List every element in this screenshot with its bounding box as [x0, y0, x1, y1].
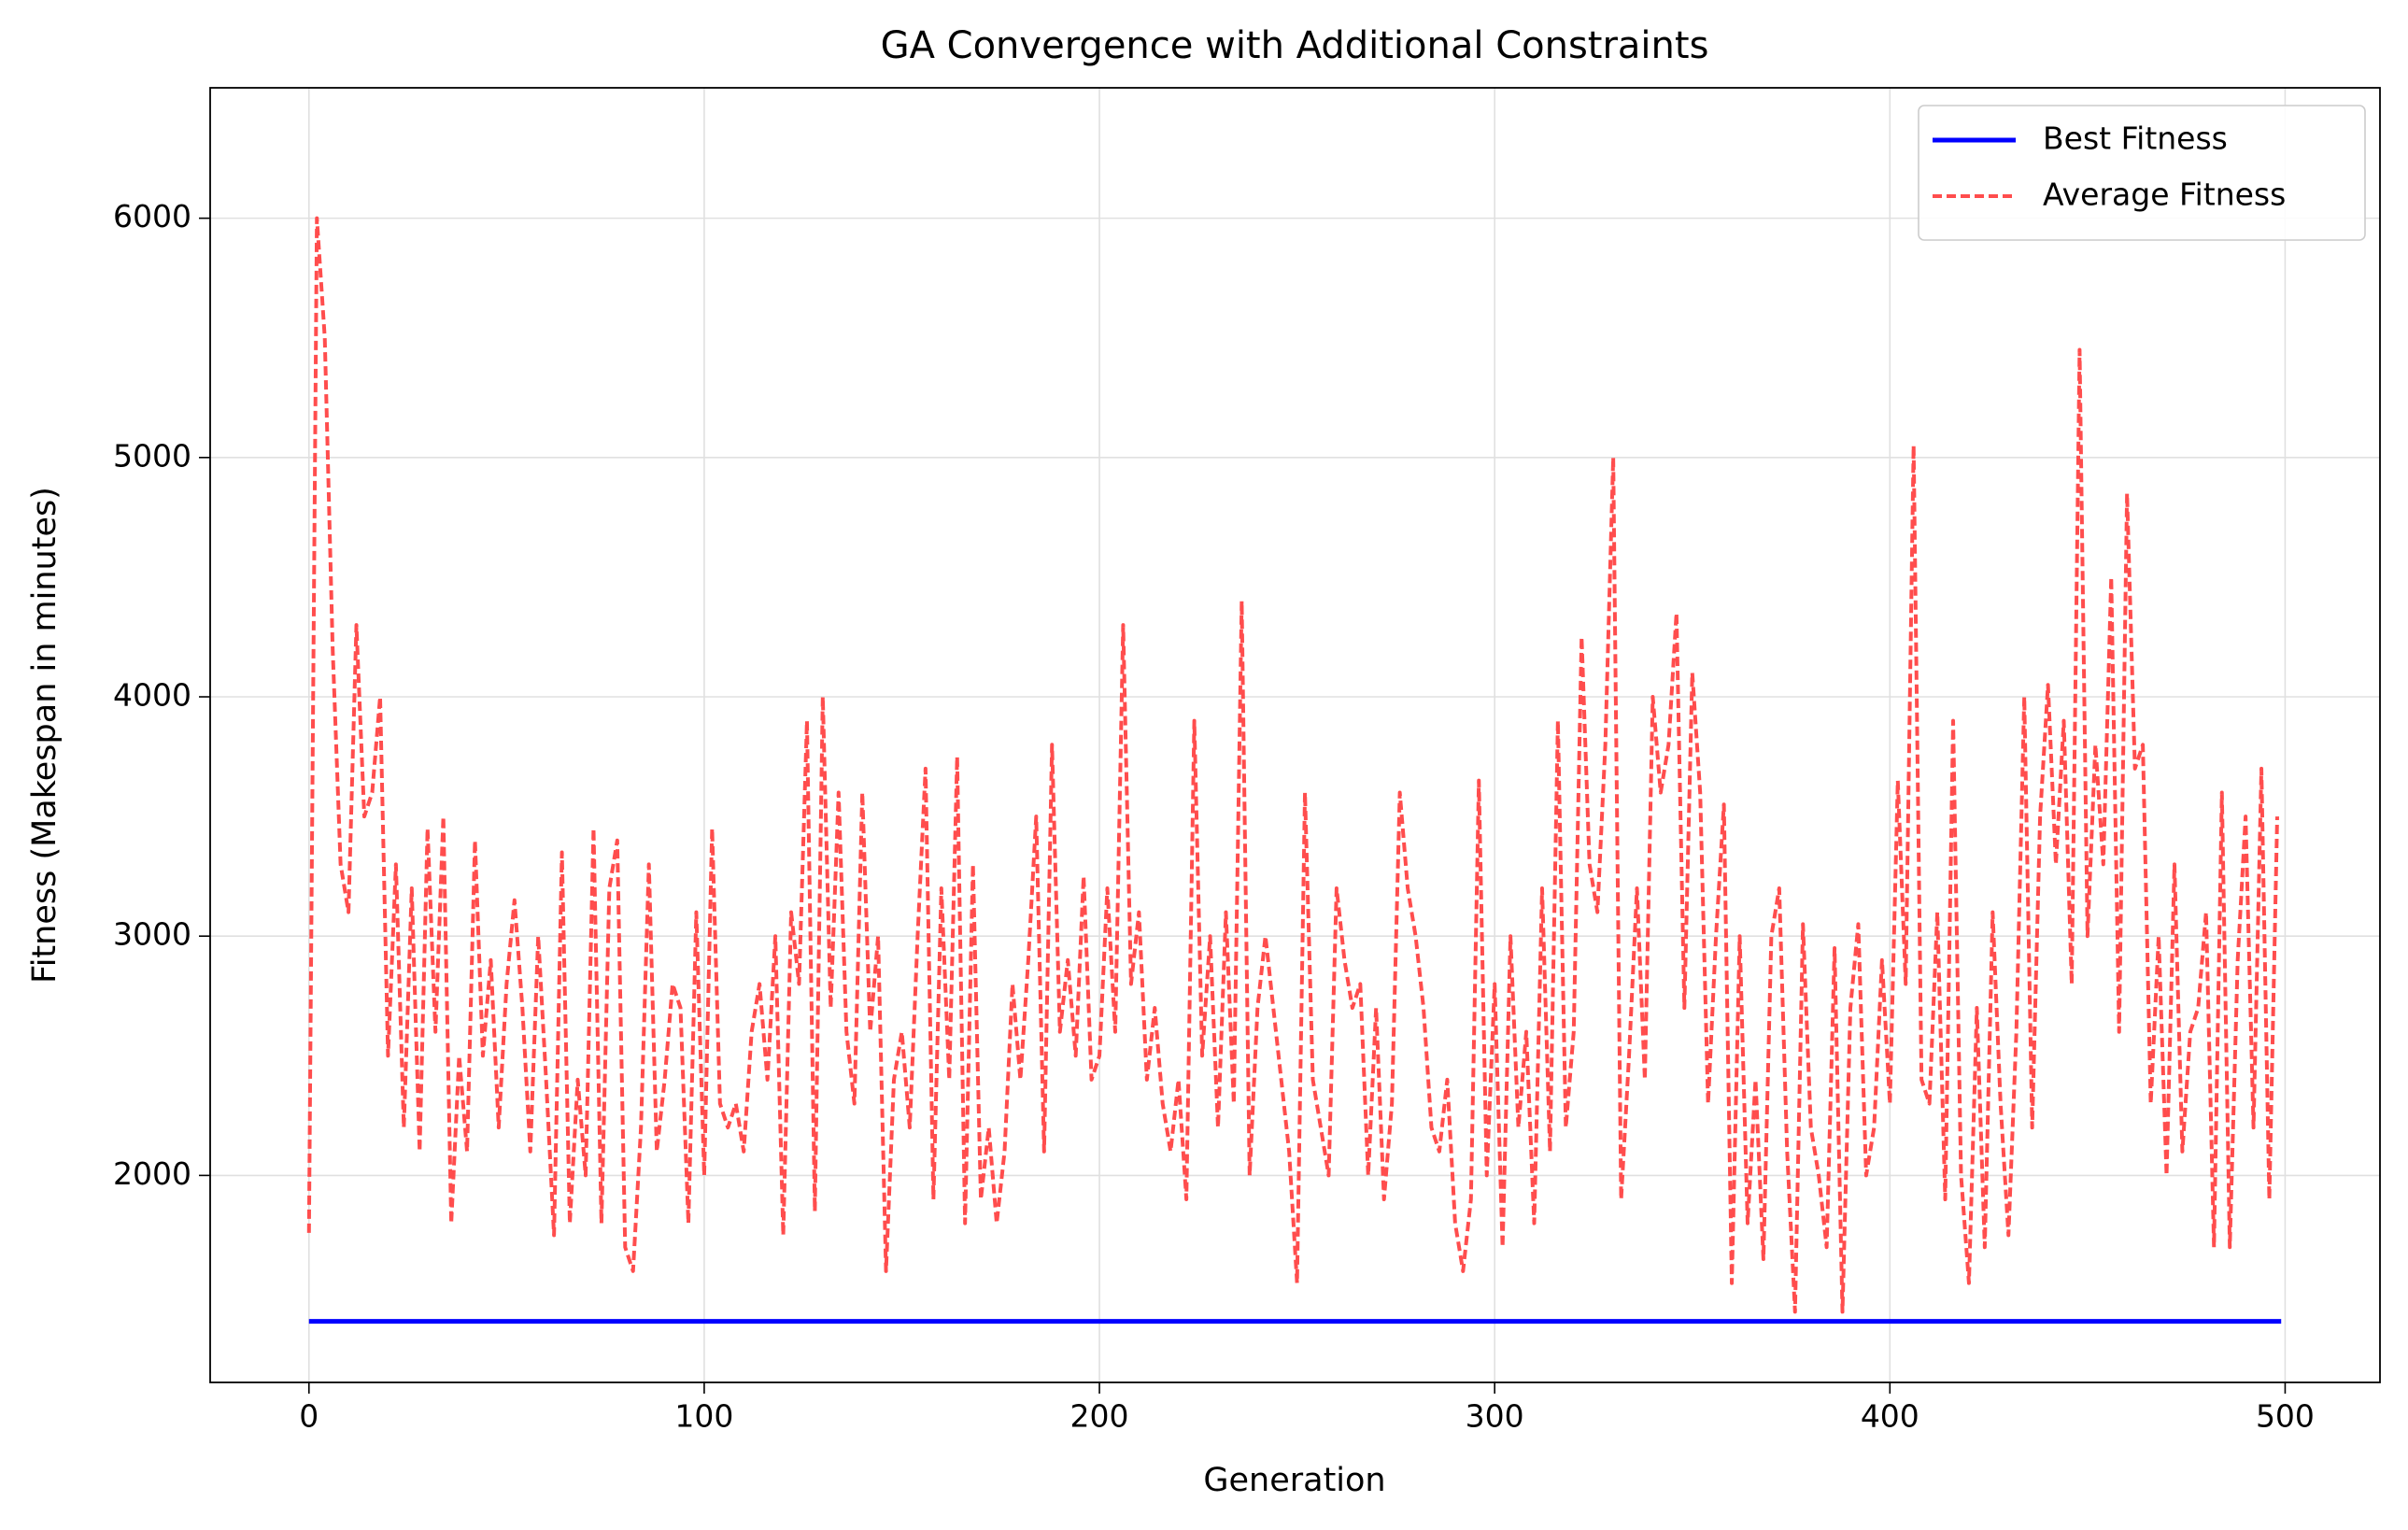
series-line: [306, 216, 2279, 1314]
y-tick-label: 2000: [113, 1155, 191, 1192]
y-axis-label: Fitness (Makespan in minutes): [26, 487, 64, 984]
x-axis-label: Generation: [1203, 1462, 1385, 1499]
y-tick-label: 4000: [113, 677, 191, 714]
chart-title: GA Convergence with Additional Constrain…: [881, 24, 1709, 67]
x-tick-label: 400: [1861, 1398, 1919, 1435]
plot-frame: [209, 87, 2381, 1383]
x-tick-label: 300: [1466, 1398, 1524, 1435]
legend-label: Average Fitness: [2043, 177, 2286, 213]
legend-label: Best Fitness: [2043, 120, 2228, 157]
x-tick-label: 500: [2256, 1398, 2315, 1435]
x-tick-label: 100: [674, 1398, 733, 1435]
y-tick-label: 5000: [113, 437, 191, 474]
legend-box: [1918, 105, 2366, 241]
y-tick-label: 3000: [113, 916, 191, 953]
x-tick-label: 0: [299, 1398, 319, 1435]
x-tick-label: 200: [1070, 1398, 1129, 1435]
y-tick-label: 6000: [113, 198, 191, 234]
